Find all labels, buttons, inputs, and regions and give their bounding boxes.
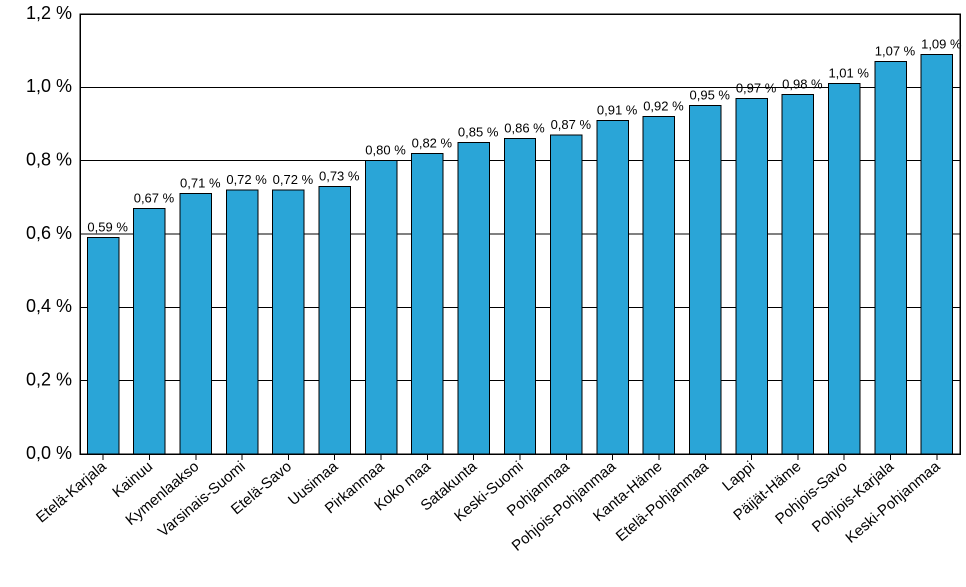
- bar-value-label: 0,80 %: [365, 143, 406, 158]
- bar-value-label: 0,59 %: [87, 220, 128, 235]
- bar-value-label: 0,97 %: [736, 80, 777, 95]
- bar-chart: 0,0 % 0,2 % 0,4 % 0,6 % 0,8 % 1,0 % 1,2 % 0,59 …: [0, 0, 966, 587]
- bar: [504, 139, 535, 454]
- bar-value-label: 1,09 %: [921, 36, 962, 51]
- bar-value-label: 0,86 %: [504, 121, 545, 136]
- bar: [875, 62, 906, 454]
- y-axis-tick-label: 1,0 %: [26, 76, 72, 96]
- bar-value-label: 0,92 %: [643, 99, 684, 114]
- chart-svg: 0,0 % 0,2 % 0,4 % 0,6 % 0,8 % 1,0 % 1,2 % 0,59 …: [0, 0, 966, 587]
- bar: [828, 84, 859, 454]
- bar: [597, 120, 628, 454]
- bar-value-label: 0,91 %: [597, 102, 638, 117]
- bar: [412, 153, 443, 454]
- x-axis-category-label: Etelä-Karjala: [33, 458, 110, 527]
- y-axis-tick-label: 0,2 %: [26, 369, 72, 389]
- bar-value-label: 0,71 %: [180, 176, 221, 191]
- bar: [551, 135, 582, 454]
- bar: [180, 194, 211, 454]
- bar: [782, 95, 813, 454]
- y-axis-tick-label: 0,8 %: [26, 149, 72, 169]
- bar-value-label: 0,72 %: [226, 172, 267, 187]
- bar-value-label: 0,98 %: [782, 77, 823, 92]
- bar-value-label: 0,72 %: [273, 172, 314, 187]
- bar-value-label: 0,85 %: [458, 124, 499, 139]
- bar: [226, 190, 257, 454]
- bar: [736, 98, 767, 454]
- y-axis-tick-label: 0,6 %: [26, 223, 72, 243]
- bar: [273, 190, 304, 454]
- bar-value-label: 0,82 %: [412, 135, 453, 150]
- y-axis-tick-label: 1,2 %: [26, 3, 72, 23]
- x-axis-category-label: Lappi: [719, 458, 758, 495]
- bar-value-label: 0,95 %: [690, 88, 731, 103]
- bar-value-label: 1,01 %: [828, 66, 869, 81]
- bar: [458, 142, 489, 454]
- bar-value-label: 0,73 %: [319, 168, 360, 183]
- bar: [921, 54, 952, 454]
- bar: [319, 186, 350, 454]
- bar: [87, 238, 118, 454]
- bar-value-label: 0,67 %: [134, 190, 175, 205]
- y-axis-tick-label: 0,0 %: [26, 443, 72, 463]
- bar: [690, 106, 721, 454]
- bar: [365, 161, 396, 454]
- y-axis-tick-label: 0,4 %: [26, 296, 72, 316]
- bar-value-label: 0,87 %: [551, 117, 592, 132]
- bar-value-label: 1,07 %: [875, 44, 916, 59]
- bar: [134, 208, 165, 454]
- bar: [643, 117, 674, 454]
